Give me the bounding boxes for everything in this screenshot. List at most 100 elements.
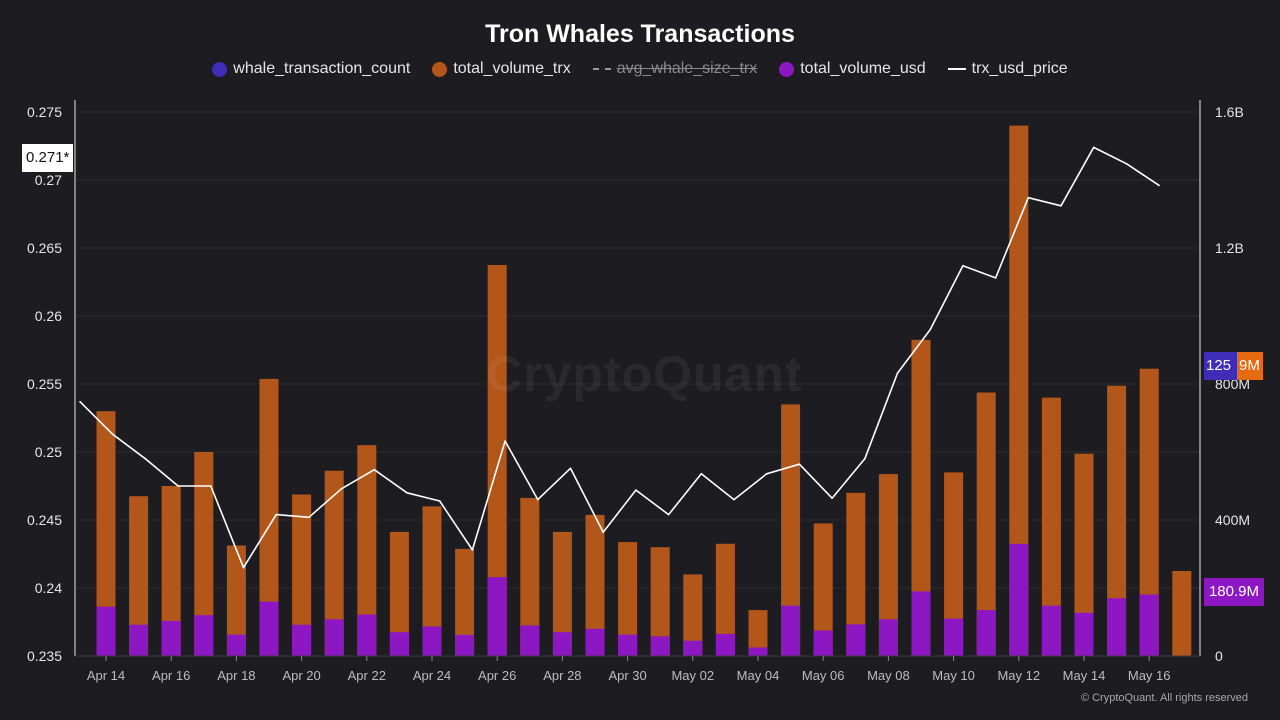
legend-swatch	[212, 61, 228, 77]
price-point	[798, 463, 801, 466]
price-point	[864, 458, 866, 460]
bar-total-volume-trx	[194, 452, 214, 656]
left-axis-tick: 0.235	[27, 648, 62, 664]
bar-total-volume-trx	[455, 548, 475, 656]
legend-item-total-volume-usd[interactable]: total_volume_usd	[779, 60, 926, 78]
x-axis-tick: Apr 20	[282, 668, 320, 683]
price-point	[1158, 184, 1160, 187]
legend-swatch	[947, 68, 966, 70]
right-axis-tick: 0	[1215, 648, 1223, 664]
bar-total-volume-usd	[194, 615, 214, 656]
bar-total-volume-usd	[422, 626, 442, 656]
price-point	[144, 458, 147, 460]
axes: 0.235 0.24 0.245 0.25 0.255 0.26 0.265 0.27 0.27…	[27, 100, 1250, 683]
left-axis-tick: 0.25	[35, 444, 62, 460]
trx-usd-price-line	[79, 146, 1160, 569]
copyright-notice: © CryptoQuant. All rights reserved	[1080, 692, 1248, 704]
price-point	[602, 531, 604, 533]
right-axis-tick: 400M	[1215, 512, 1250, 528]
bar-total-volume-trx	[618, 542, 638, 656]
x-axis-tick: May 14	[1063, 668, 1106, 683]
x-axis-tick: May 16	[1128, 668, 1171, 683]
price-point	[635, 489, 637, 491]
legend-swatch	[432, 61, 448, 77]
bar-total-volume-usd	[1107, 598, 1127, 656]
right-axis-tick: 1.2B	[1215, 240, 1244, 256]
bar-total-volume-usd	[585, 628, 605, 656]
price-point	[373, 468, 376, 471]
bar-total-volume-trx	[683, 574, 703, 656]
bar-total-volume-usd	[1139, 594, 1159, 656]
price-point	[831, 497, 833, 500]
price-point	[275, 513, 278, 516]
legend-item-avg-whale-size-trx[interactable]: avg_whale_size_trx	[592, 60, 757, 78]
legend-swatch	[592, 68, 611, 70]
left-axis-tick: 0.275	[27, 104, 62, 120]
bar-total-volume-trx	[1041, 397, 1061, 656]
bar-total-volume-trx	[1172, 571, 1192, 656]
bar-total-volume-usd	[683, 640, 703, 656]
bars	[96, 125, 1192, 657]
current-count-badge: 125	[1204, 352, 1238, 380]
price-point	[504, 440, 506, 442]
bar-total-volume-trx	[748, 610, 768, 656]
x-axis-tick: May 12	[997, 668, 1040, 683]
bar-total-volume-trx	[292, 494, 312, 656]
price-point	[733, 498, 735, 501]
x-axis-tick: Apr 22	[348, 668, 386, 683]
bar-total-volume-trx	[976, 392, 996, 656]
bar-total-volume-usd	[650, 636, 670, 656]
left-axis-tick: 0.24	[35, 580, 62, 596]
bar-total-volume-usd	[944, 618, 964, 656]
price-point	[1125, 162, 1128, 165]
bar-total-volume-trx	[1009, 125, 1029, 657]
bar-total-volume-usd	[618, 634, 638, 656]
bar-total-volume-usd	[846, 624, 866, 656]
bar-total-volume-trx	[585, 514, 605, 656]
bar-total-volume-trx	[813, 523, 833, 656]
bar-total-volume-usd	[715, 633, 735, 656]
bar-total-volume-usd	[292, 624, 312, 656]
price-point	[79, 400, 81, 403]
bar-total-volume-usd	[161, 620, 181, 656]
legend-item-trx-usd-price[interactable]: trx_usd_price	[947, 60, 1068, 78]
bar-total-volume-trx	[1107, 385, 1127, 656]
price-point	[994, 277, 997, 279]
bar-total-volume-usd	[389, 632, 409, 656]
left-axis-tick: 0.265	[27, 240, 62, 256]
bar-total-volume-trx	[324, 470, 344, 656]
bar-total-volume-trx	[944, 472, 964, 656]
x-axis-tick: May 08	[867, 668, 910, 683]
price-point	[471, 549, 474, 551]
bar-total-volume-usd	[878, 619, 898, 656]
x-axis-tick: Apr 16	[152, 668, 190, 683]
bar-total-volume-usd	[1074, 612, 1094, 656]
x-axis-tick: Apr 28	[543, 668, 581, 683]
right-axis-tick: 1.6B	[1215, 104, 1244, 120]
bar-total-volume-trx	[715, 543, 735, 656]
legend-swatch	[779, 61, 795, 77]
x-axis-tick: May 04	[737, 668, 780, 683]
bar-total-volume-usd	[813, 630, 833, 656]
price-point	[308, 516, 310, 519]
x-axis-tick: Apr 26	[478, 668, 516, 683]
left-axis-tick: 0.245	[27, 512, 62, 528]
bar-total-volume-usd	[96, 606, 116, 656]
legend-label: whale_transaction_count	[233, 60, 411, 77]
bar-total-volume-usd	[748, 647, 768, 656]
price-point	[111, 433, 114, 436]
bar-total-volume-usd	[552, 632, 572, 656]
x-axis-tick: Apr 14	[87, 668, 125, 683]
bar-total-volume-trx	[878, 474, 898, 656]
legend-item-total-volume-trx[interactable]: total_volume_trx	[432, 60, 571, 78]
legend-item-whale-transaction-count[interactable]: whale_transaction_count	[212, 60, 410, 78]
bar-total-volume-trx	[1074, 453, 1094, 656]
price-point	[667, 513, 670, 516]
price-point	[569, 467, 572, 470]
bar-total-volume-trx	[422, 506, 442, 656]
bar-total-volume-trx	[487, 265, 507, 656]
price-point	[765, 473, 768, 475]
x-axis-tick: Apr 30	[608, 668, 646, 683]
price-point	[1027, 196, 1030, 199]
legend-label: total_volume_usd	[800, 60, 926, 77]
